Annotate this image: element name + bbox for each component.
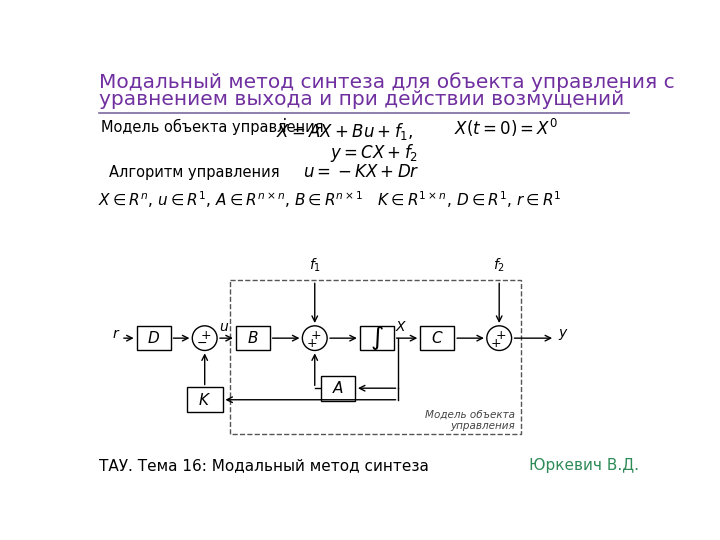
- Text: $B$: $B$: [247, 330, 258, 346]
- Text: $\int$: $\int$: [370, 324, 384, 352]
- Text: −: −: [197, 337, 207, 350]
- Bar: [187, 387, 222, 412]
- Text: $f_2$: $f_2$: [493, 257, 505, 274]
- Text: +: +: [495, 328, 506, 342]
- Circle shape: [192, 326, 217, 350]
- Text: $D$: $D$: [147, 330, 160, 346]
- Text: $X$: $X$: [395, 320, 408, 334]
- Text: $A$: $A$: [332, 380, 344, 396]
- Circle shape: [302, 326, 327, 350]
- Text: $y = CX + f_2$: $y = CX + f_2$: [330, 142, 418, 164]
- Text: уравнением выхода и при действии возмущений: уравнением выхода и при действии возмуще…: [99, 90, 624, 109]
- Text: $f_1$: $f_1$: [309, 257, 321, 274]
- Text: $X \in R^n, \, u \in R^1, \, A \in R^{n\times n}, \, B \in R^{n\times 1}$$\quad : $X \in R^n, \, u \in R^1, \, A \in R^{n\…: [98, 190, 562, 210]
- Text: $\dot{X} = AX + Bu + f_1,$: $\dot{X} = AX + Bu + f_1,$: [276, 117, 413, 143]
- Text: +: +: [201, 328, 212, 342]
- Text: +: +: [311, 328, 322, 342]
- Circle shape: [487, 326, 512, 350]
- Bar: [137, 326, 171, 350]
- Bar: [321, 376, 355, 401]
- Text: Юркевич В.Д.: Юркевич В.Д.: [528, 458, 639, 473]
- Text: $C$: $C$: [431, 330, 444, 346]
- Text: $u = -KX + Dr$: $u = -KX + Dr$: [303, 164, 420, 181]
- Bar: [420, 326, 454, 350]
- Text: Модель объекта управления: Модель объекта управления: [101, 119, 323, 135]
- Text: +: +: [491, 337, 501, 350]
- Text: $u$: $u$: [219, 320, 229, 334]
- Text: Модель объекта
управления: Модель объекта управления: [426, 410, 516, 431]
- Text: $X(t=0) = X^0$: $X(t=0) = X^0$: [454, 117, 559, 139]
- Text: Алгоритм управления: Алгоритм управления: [109, 165, 280, 180]
- Text: +: +: [306, 337, 317, 350]
- Bar: [360, 326, 394, 350]
- Text: ТАУ. Тема 16: Модальный метод синтеза: ТАУ. Тема 16: Модальный метод синтеза: [99, 458, 429, 473]
- Bar: [230, 280, 521, 434]
- Text: $y$: $y$: [558, 327, 569, 342]
- Text: Модальный метод синтеза для объекта управления с: Модальный метод синтеза для объекта упра…: [99, 72, 675, 92]
- Bar: [235, 326, 270, 350]
- Text: $K$: $K$: [198, 392, 211, 408]
- Text: $r$: $r$: [112, 327, 120, 341]
